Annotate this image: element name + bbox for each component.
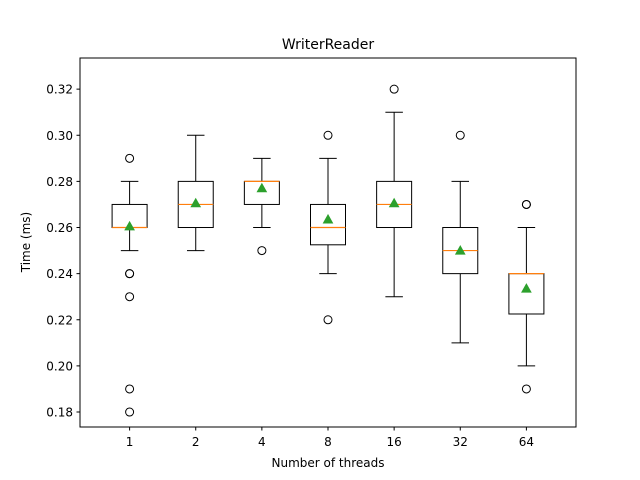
outlier-point [521, 384, 531, 394]
outlier-point [125, 153, 135, 163]
x-axis-ticks: 1 2 4 8 16 32 64 [126, 427, 534, 449]
x-tick-label: 4 [258, 435, 266, 449]
y-tick-label: 0.24 [46, 267, 73, 281]
mean-marker [124, 220, 135, 231]
plot-frame [79, 57, 577, 428]
y-axis-ticks: 0.18 0.20 0.22 0.24 0.26 0.28 0.30 0.32 [46, 83, 80, 420]
box-group-64 [508, 199, 545, 394]
box-group-8 [310, 130, 346, 325]
y-tick-label: 0.32 [46, 83, 73, 97]
x-axis-label: Number of threads [272, 456, 385, 470]
mean-marker [388, 197, 400, 208]
box-group-2 [177, 134, 214, 252]
outlier-point [125, 292, 135, 302]
outlier-point [125, 269, 135, 279]
chart-title: WriterReader [282, 37, 375, 53]
outlier-point [323, 315, 333, 325]
y-axis-label: Time (ms) [19, 212, 33, 274]
box-group-16 [376, 84, 413, 298]
y-tick-label: 0.20 [46, 359, 73, 373]
outlier-point [125, 407, 135, 417]
y-tick-label: 0.22 [46, 313, 73, 327]
mean-marker [256, 182, 268, 193]
x-tick-label: 32 [453, 435, 468, 449]
outlier-point [323, 130, 333, 140]
mean-marker [322, 213, 334, 224]
x-tick-label: 16 [386, 435, 401, 449]
x-tick-label: 1 [126, 435, 134, 449]
outlier-point [257, 246, 267, 256]
y-tick-label: 0.28 [46, 175, 73, 189]
outlier-point [125, 384, 135, 394]
x-tick-label: 64 [519, 435, 534, 449]
box-iqr [508, 273, 545, 315]
mean-marker [190, 197, 202, 208]
outlier-point [455, 130, 465, 140]
y-tick-label: 0.30 [46, 129, 73, 143]
outlier-point [389, 84, 399, 94]
outlier-point [521, 199, 531, 209]
y-tick-label: 0.26 [46, 221, 73, 235]
x-tick-label: 8 [324, 435, 332, 449]
x-tick-label: 2 [192, 435, 200, 449]
box-group-4 [243, 157, 280, 256]
box-group-1 [111, 153, 148, 417]
mean-marker [521, 283, 532, 293]
box-iqr [310, 203, 346, 246]
y-tick-label: 0.18 [46, 406, 73, 420]
box-group-32 [442, 130, 479, 344]
boxplot-boxes [111, 84, 545, 417]
mean-marker [454, 245, 466, 255]
